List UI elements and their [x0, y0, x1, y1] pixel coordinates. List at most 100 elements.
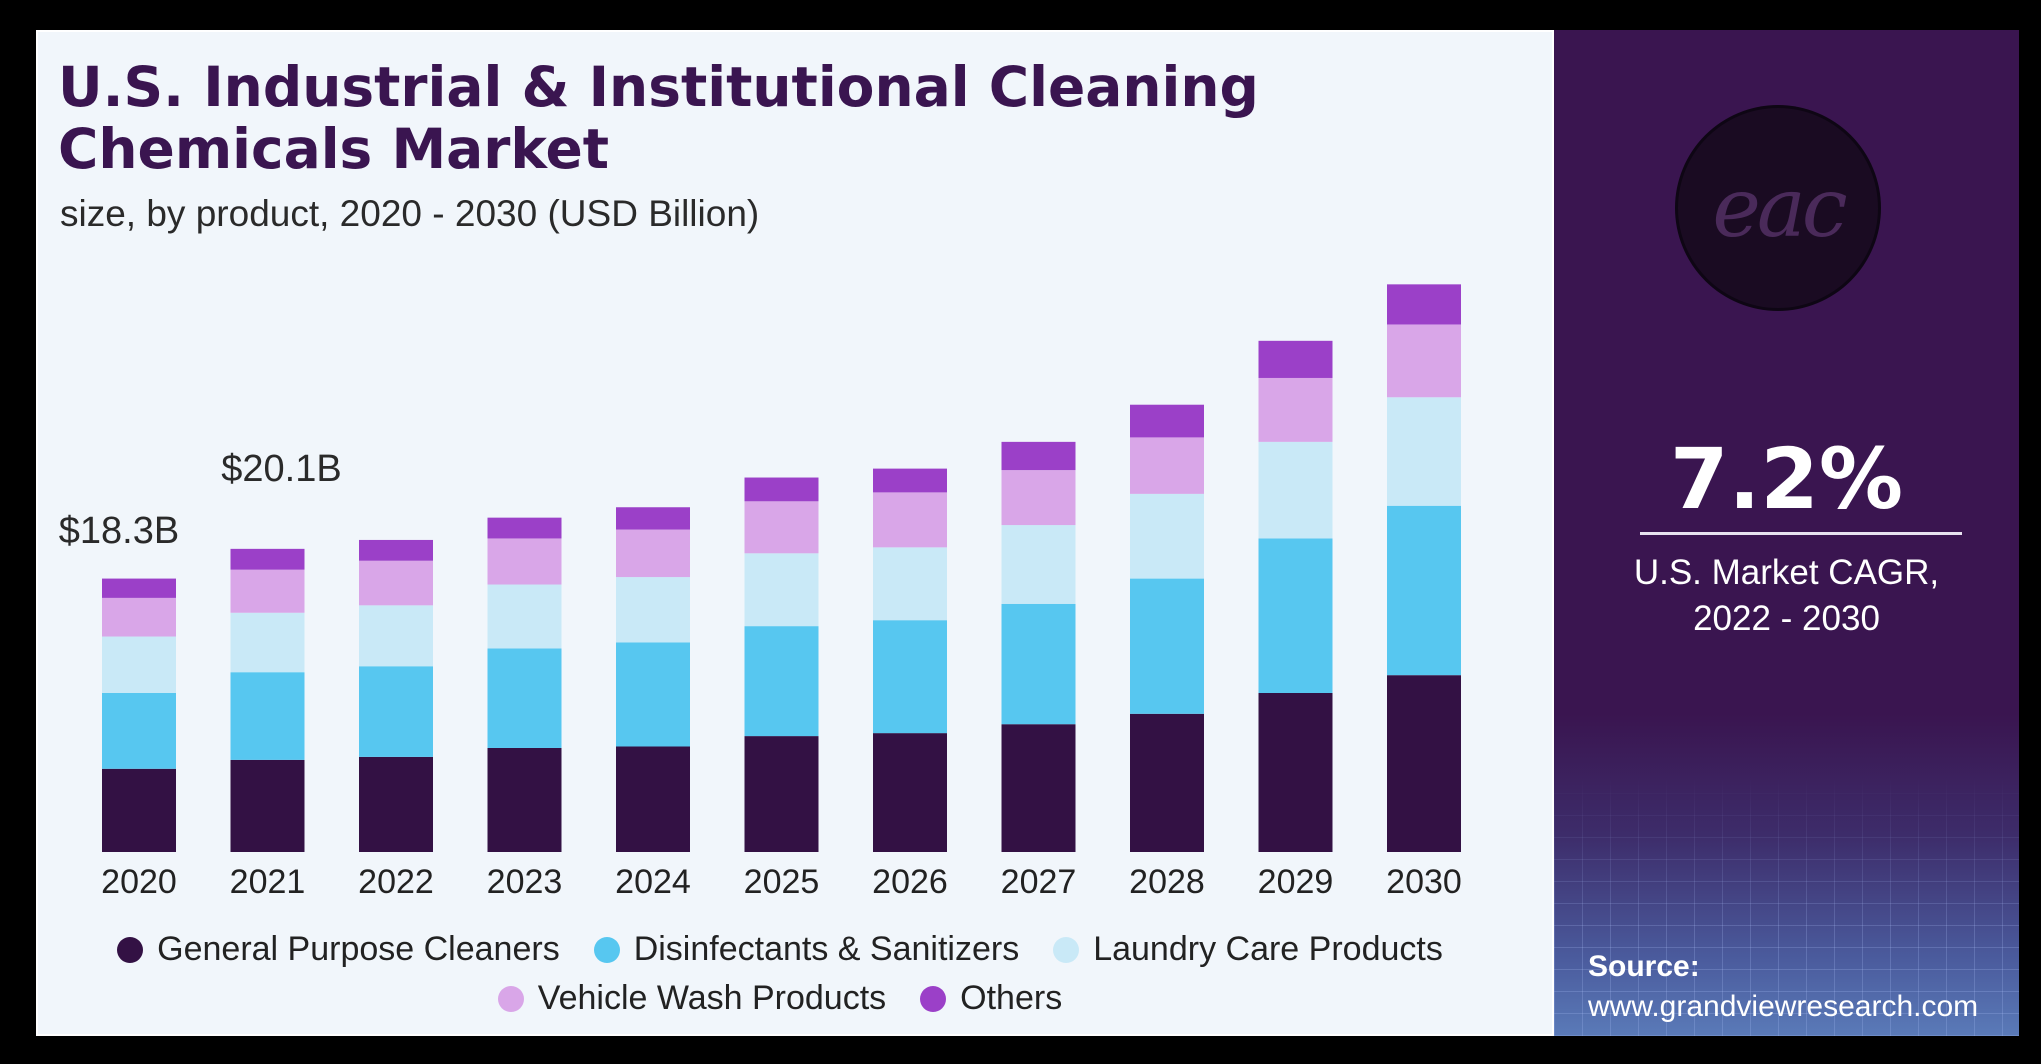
bar-2027-others [1001, 441, 1076, 471]
bar-2028-laundry-care-products [1130, 493, 1204, 579]
x-tick-label-2020: 2020 [101, 863, 177, 901]
chart-subtitle: size, by product, 2020 - 2030 (USD Billi… [60, 193, 760, 234]
bar-2027-disinfectants-sanitizers [1001, 603, 1076, 725]
eac-logo: eac [1678, 108, 1878, 308]
bar-2020-disinfectants-sanitizers [102, 692, 176, 769]
legend-row-1: General Purpose Cleaners Disinfectants &… [60, 930, 1500, 969]
bar-2023-laundry-care-products [487, 584, 562, 649]
legend-dot-others [920, 985, 947, 1012]
x-tick-label-2024: 2024 [615, 863, 691, 901]
bar-2029-laundry-care-products [1258, 441, 1333, 539]
logo-text: eac [1712, 160, 1847, 256]
legend-row-2: Vehicle Wash Products Others [60, 979, 1500, 1018]
cagr-label: U.S. Market CAGR, 2022 - 2030 [1554, 550, 2019, 642]
bar-2025-general-purpose-cleaners [744, 736, 819, 852]
bar-2020-vehicle-wash-products [102, 597, 176, 637]
cagr-label-line-2: 2022 - 2030 [1693, 599, 1880, 638]
bar-2026-vehicle-wash-products [873, 492, 947, 548]
cagr-value: 7.2% [1670, 430, 1903, 528]
legend-dot-disinfectants [593, 936, 620, 963]
bar-2022-general-purpose-cleaners [359, 756, 433, 852]
bar-2027-general-purpose-cleaners [1001, 724, 1076, 852]
bar-2030-disinfectants-sanitizers [1387, 505, 1461, 676]
x-tick-label-2028: 2028 [1129, 863, 1205, 901]
bar-2021-laundry-care-products [230, 612, 305, 673]
bar-2027-vehicle-wash-products [1001, 470, 1076, 526]
legend-label-disinfectants: Disinfectants & Sanitizers [633, 930, 1020, 968]
bar-2021-others [230, 548, 305, 570]
legend-item-others: Others [920, 979, 1062, 1018]
chart-legend: General Purpose Cleaners Disinfectants &… [60, 930, 1500, 1028]
bar-2021-disinfectants-sanitizers [230, 672, 305, 760]
x-tick-label-2021: 2021 [230, 863, 306, 901]
bar-2022-disinfectants-sanitizers [359, 666, 433, 757]
bar-2021-vehicle-wash-products [230, 569, 305, 613]
bar-2029-general-purpose-cleaners [1258, 692, 1333, 852]
bar-2025-laundry-care-products [744, 553, 819, 627]
bar-2022-vehicle-wash-products [359, 560, 433, 606]
bar-2028-general-purpose-cleaners [1130, 713, 1204, 852]
bar-2024-general-purpose-cleaners [616, 746, 690, 852]
legend-item-laundry: Laundry Care Products [1053, 930, 1443, 969]
bar-2024-vehicle-wash-products [616, 529, 690, 578]
source-label: Source: [1588, 950, 1700, 983]
x-tick-label-2026: 2026 [872, 863, 948, 901]
bar-2023-general-purpose-cleaners [487, 747, 562, 852]
bar-2020-others [102, 578, 176, 598]
x-tick-label-2023: 2023 [487, 863, 563, 901]
bar-2024-others [616, 507, 690, 530]
bar-2020-general-purpose-cleaners [102, 768, 176, 852]
source-url[interactable]: www.grandviewresearch.com [1588, 990, 1979, 1023]
bar-2026-others [873, 468, 947, 493]
legend-label-vehicle: Vehicle Wash Products [537, 979, 887, 1017]
value-label-2020: $18.3B [59, 510, 179, 552]
bar-2023-others [487, 517, 562, 539]
bar-2029-disinfectants-sanitizers [1258, 538, 1333, 693]
x-tick-label-2025: 2025 [744, 863, 820, 901]
bar-2028-disinfectants-sanitizers [1130, 578, 1204, 714]
legend-item-general: General Purpose Cleaners [117, 930, 560, 969]
legend-label-general: General Purpose Cleaners [157, 930, 560, 968]
x-tick-label-2030: 2030 [1386, 863, 1462, 901]
bar-2028-others [1130, 404, 1204, 438]
bar-2025-others [744, 477, 819, 502]
cagr-label-line-1: U.S. Market CAGR, [1633, 553, 1940, 592]
chart-title-line-2: Chemicals Market [58, 117, 610, 181]
bar-2026-laundry-care-products [873, 547, 947, 621]
bar-2025-disinfectants-sanitizers [744, 626, 819, 737]
legend-label-others: Others [960, 979, 1063, 1017]
legend-dot-laundry [1053, 936, 1080, 963]
bar-2021-general-purpose-cleaners [230, 759, 305, 852]
bar-2024-laundry-care-products [616, 577, 690, 643]
x-tick-label-2022: 2022 [358, 863, 434, 901]
bar-2026-disinfectants-sanitizers [873, 620, 947, 734]
bar-2029-others [1258, 340, 1333, 378]
legend-item-disinfectants: Disinfectants & Sanitizers [593, 930, 1020, 969]
legend-label-laundry: Laundry Care Products [1093, 930, 1443, 968]
bar-2028-vehicle-wash-products [1130, 437, 1204, 494]
bar-2020-laundry-care-products [102, 636, 176, 693]
bar-2030-others [1387, 284, 1461, 325]
bar-2030-vehicle-wash-products [1387, 324, 1461, 398]
chart-title: U.S. Industrial & Institutional Cleaning… [58, 56, 1358, 180]
bar-2026-general-purpose-cleaners [873, 733, 947, 852]
decorative-grid [1554, 776, 2019, 1036]
x-tick-label-2029: 2029 [1258, 863, 1334, 901]
bar-2030-laundry-care-products [1387, 397, 1461, 506]
bar-2023-disinfectants-sanitizers [487, 648, 562, 748]
legend-item-vehicle: Vehicle Wash Products [497, 979, 887, 1018]
bar-2027-laundry-care-products [1001, 525, 1076, 604]
bar-2022-others [359, 539, 433, 561]
legend-dot-vehicle [497, 985, 524, 1012]
chart-title-line-1: U.S. Industrial & Institutional Cleaning [58, 55, 1259, 119]
bar-2024-disinfectants-sanitizers [616, 642, 690, 747]
value-label-2021: $20.1B [221, 448, 341, 490]
bar-2023-vehicle-wash-products [487, 538, 562, 585]
x-tick-label-2027: 2027 [1001, 863, 1077, 901]
bar-2030-general-purpose-cleaners [1387, 675, 1461, 852]
legend-dot-general [117, 936, 144, 963]
bar-2025-vehicle-wash-products [744, 501, 819, 554]
bar-2029-vehicle-wash-products [1258, 377, 1333, 442]
